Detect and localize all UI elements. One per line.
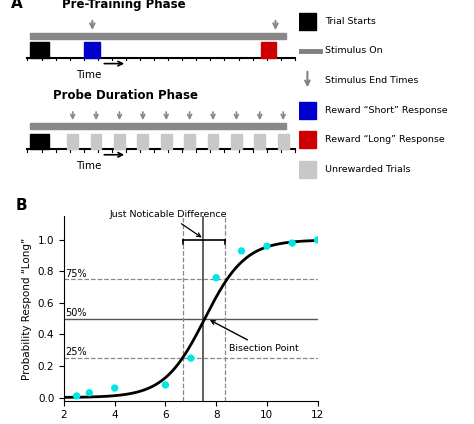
- Text: 50%: 50%: [65, 308, 87, 318]
- Point: [73, 393, 81, 399]
- Bar: [91, 134, 101, 149]
- Bar: [278, 134, 289, 149]
- Bar: [184, 134, 195, 149]
- Bar: [30, 123, 286, 129]
- Text: Probe Duration Phase: Probe Duration Phase: [53, 89, 198, 102]
- Text: Trial Starts: Trial Starts: [325, 17, 376, 26]
- Point: [314, 237, 321, 243]
- Text: Time: Time: [76, 161, 101, 171]
- Bar: [137, 134, 148, 149]
- Bar: [299, 13, 316, 30]
- Point: [111, 385, 118, 391]
- Bar: [161, 134, 172, 149]
- Text: A: A: [10, 0, 22, 11]
- Bar: [231, 134, 242, 149]
- Text: 75%: 75%: [65, 268, 87, 279]
- Bar: [67, 134, 78, 149]
- Bar: [30, 33, 286, 39]
- Point: [85, 389, 93, 396]
- Text: Just Noticable Difference: Just Noticable Difference: [109, 210, 227, 237]
- Text: Reward “Long” Response: Reward “Long” Response: [325, 135, 445, 145]
- Bar: [208, 134, 219, 149]
- Point: [263, 243, 271, 250]
- Text: Pre-Training Phase: Pre-Training Phase: [62, 0, 185, 11]
- Text: Time: Time: [76, 70, 101, 80]
- Bar: [261, 42, 276, 58]
- Point: [238, 248, 246, 254]
- Bar: [299, 102, 316, 119]
- Bar: [299, 131, 316, 148]
- Text: B: B: [16, 198, 27, 213]
- Text: 25%: 25%: [65, 347, 87, 357]
- Bar: [30, 42, 49, 58]
- Point: [162, 382, 169, 388]
- Text: Stimulus End Times: Stimulus End Times: [325, 76, 418, 85]
- Bar: [299, 161, 316, 178]
- Y-axis label: Probability Respond “Long”: Probability Respond “Long”: [22, 237, 32, 379]
- Text: Bisection Point: Bisection Point: [211, 321, 299, 353]
- Bar: [30, 134, 49, 149]
- Text: Unrewarded Trials: Unrewarded Trials: [325, 165, 410, 174]
- Point: [288, 240, 296, 246]
- Text: Reward “Short” Response: Reward “Short” Response: [325, 106, 447, 115]
- Bar: [114, 134, 125, 149]
- Bar: [84, 42, 100, 58]
- Point: [212, 274, 220, 281]
- Point: [187, 355, 195, 362]
- Text: Stimulus On: Stimulus On: [325, 46, 383, 56]
- Bar: [255, 134, 265, 149]
